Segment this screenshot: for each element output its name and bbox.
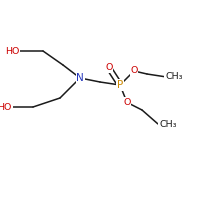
- Text: CH₃: CH₃: [159, 120, 177, 129]
- Text: O: O: [123, 98, 131, 107]
- Text: P: P: [117, 80, 123, 90]
- Text: N: N: [76, 73, 84, 83]
- Text: HO: HO: [5, 46, 19, 55]
- Text: O: O: [130, 66, 138, 75]
- Text: HO: HO: [0, 102, 12, 112]
- Text: CH₃: CH₃: [165, 72, 182, 81]
- Text: O: O: [105, 63, 113, 72]
